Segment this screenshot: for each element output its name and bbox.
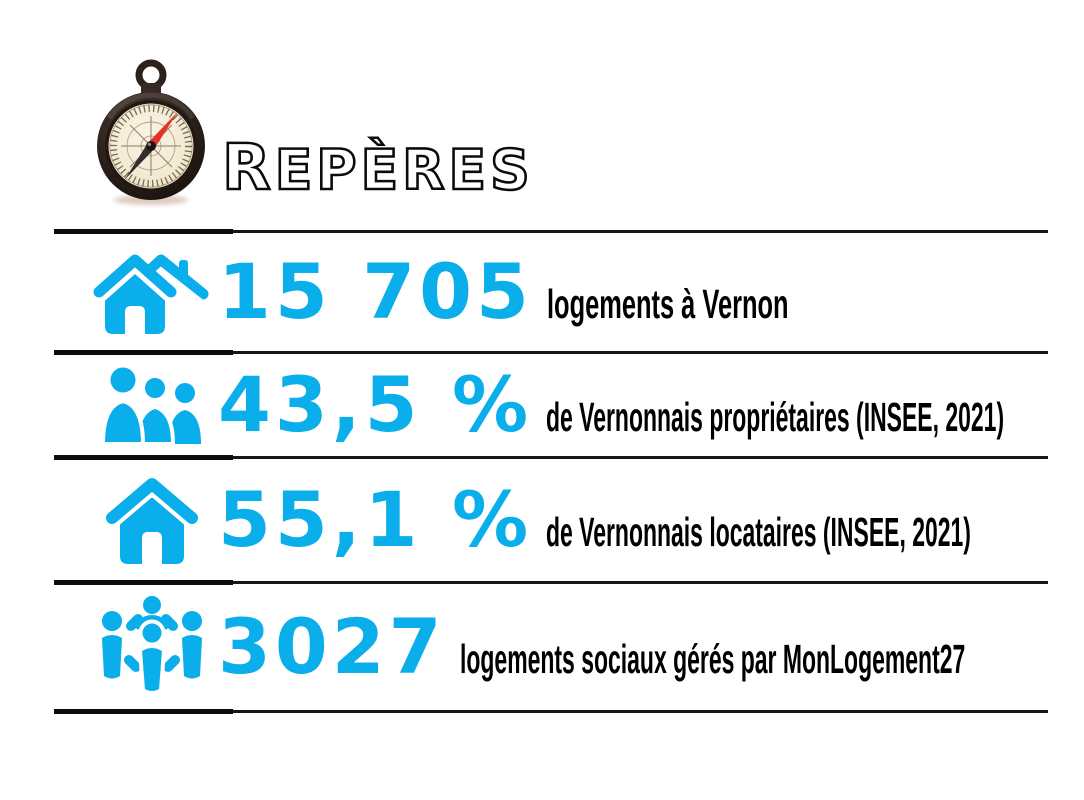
stat-value: 55,1 % <box>218 474 533 564</box>
divider-segment <box>54 229 233 234</box>
stat-line: 55,1 % de Vernonnais locataires (INSEE, … <box>218 474 1084 564</box>
stat-line: 3027 logements sociaux gérés par MonLoge… <box>218 601 1084 691</box>
divider <box>54 709 1048 714</box>
divider-segment <box>54 350 233 355</box>
stat-label: logements sociaux gérés par MonLogement2… <box>459 635 965 682</box>
stat-label: de Vernonnais locataires (INSEE, 2021) <box>546 508 972 555</box>
page-title: REPÈRES <box>221 129 534 204</box>
divider <box>54 580 1048 585</box>
stat-row-locataires: 55,1 % de Vernonnais locataires (INSEE, … <box>86 459 1064 581</box>
stat-value: 15 705 <box>218 246 533 336</box>
houses-icon <box>86 242 218 342</box>
compass-icon-svg <box>97 59 205 205</box>
divider-segment <box>54 455 233 460</box>
divider <box>54 455 1048 460</box>
stat-label: de Vernonnais propriétaires (INSEE, 2021… <box>546 393 1005 440</box>
stat-row-logements: 15 705 logements à Vernon <box>86 233 1064 351</box>
stat-value: 3027 <box>218 601 446 691</box>
community-icon <box>86 594 218 700</box>
divider-segment <box>54 580 233 585</box>
stat-line: 15 705 logements à Vernon <box>218 246 936 336</box>
stat-row-logements-sociaux: 3027 logements sociaux gérés par MonLoge… <box>86 584 1064 710</box>
divider-segment <box>54 709 233 714</box>
divider <box>54 350 1048 355</box>
compass-icon <box>85 56 215 208</box>
home-icon <box>86 472 218 568</box>
people-group-icon <box>86 362 218 448</box>
divider <box>54 229 1048 234</box>
stat-label: logements à Vernon <box>546 280 789 327</box>
stat-row-proprietaires: 43,5 % de Vernonnais propriétaires (INSE… <box>86 354 1064 456</box>
stat-line: 43,5 % de Vernonnais propriétaires (INSE… <box>218 359 1084 449</box>
stat-value: 43,5 % <box>218 359 533 449</box>
